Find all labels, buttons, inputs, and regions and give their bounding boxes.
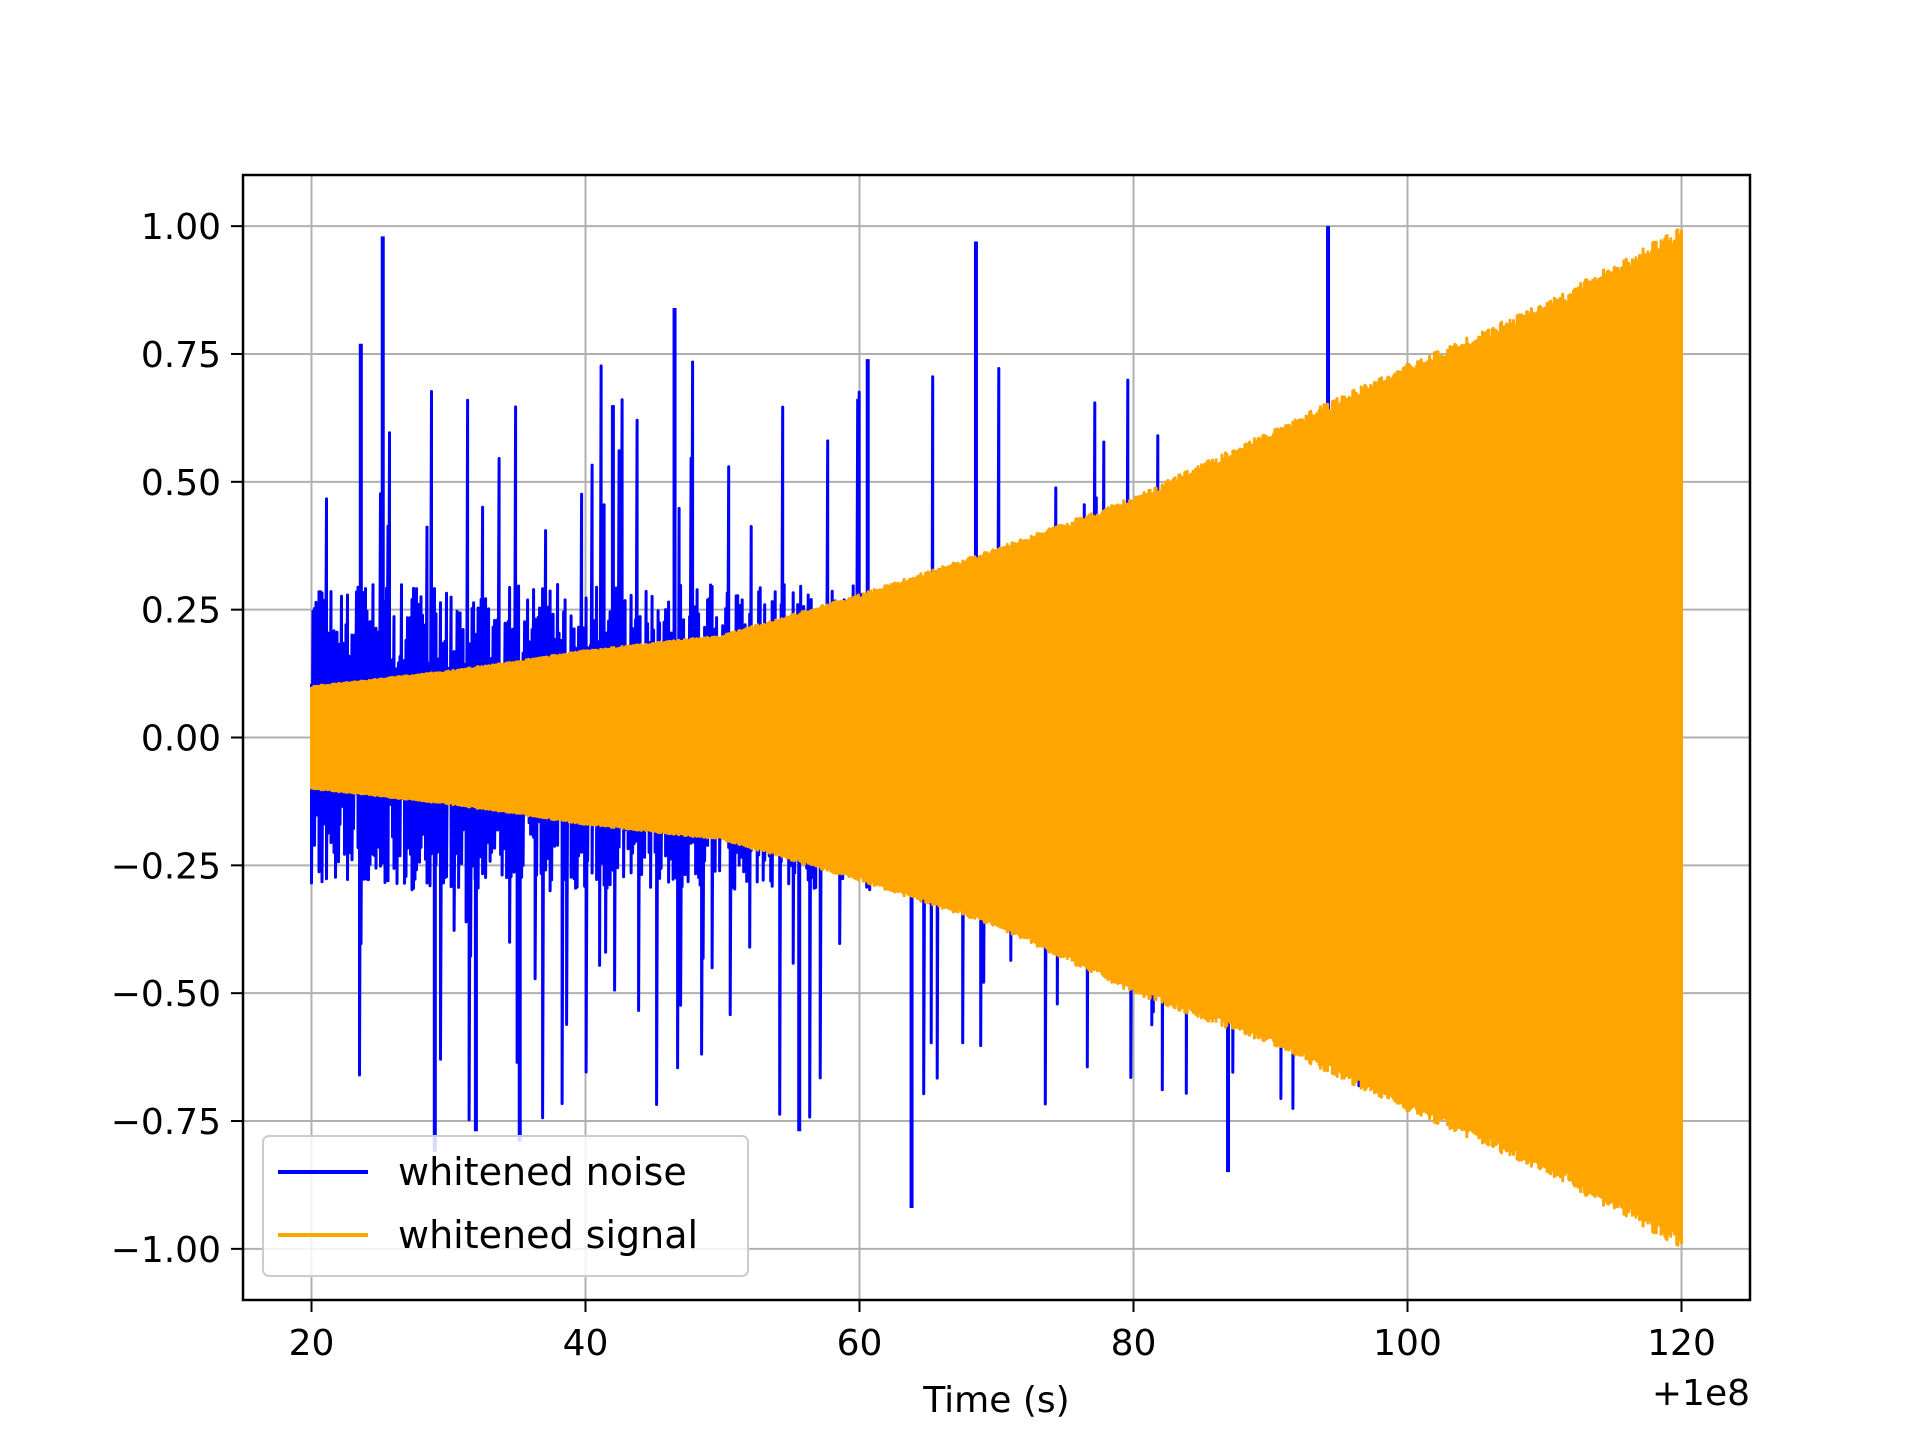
series-whitened-signal-line [310,228,1683,1247]
legend-label-whitened-signal: whitened signal [398,1213,698,1257]
y-tick-label: −0.50 [111,974,221,1015]
x-tick-label: 120 [1647,1323,1716,1364]
ticks: 20 40 60 80 100 120 1.00 0.75 0.50 0.25 0.00 −0.25 −… [111,207,1716,1364]
legend: whitened noise whitened signal [262,1135,749,1277]
legend-label-whitened-noise: whitened noise [398,1150,687,1194]
x-tick-label: 100 [1373,1323,1442,1364]
x-tick-label: 60 [837,1323,883,1364]
plot-area [310,226,1683,1247]
y-tick-label: 0.00 [141,719,221,760]
x-axis-offset-label: +1e8 [1652,1373,1750,1414]
y-tick-label: 0.75 [141,335,221,376]
x-tick-label: 20 [289,1323,335,1364]
y-tick-label: 0.25 [141,591,221,632]
legend-box [262,1135,749,1277]
y-tick-label: −0.25 [111,846,221,887]
x-tick-label: 80 [1111,1323,1157,1364]
y-tick-label: 0.50 [141,463,221,504]
y-tick-label: 1.00 [141,207,221,248]
y-tick-label: −0.75 [111,1102,221,1143]
x-tick-label: 40 [563,1323,609,1364]
x-axis-label: Time (s) [922,1380,1069,1421]
y-tick-label: −1.00 [111,1230,221,1271]
